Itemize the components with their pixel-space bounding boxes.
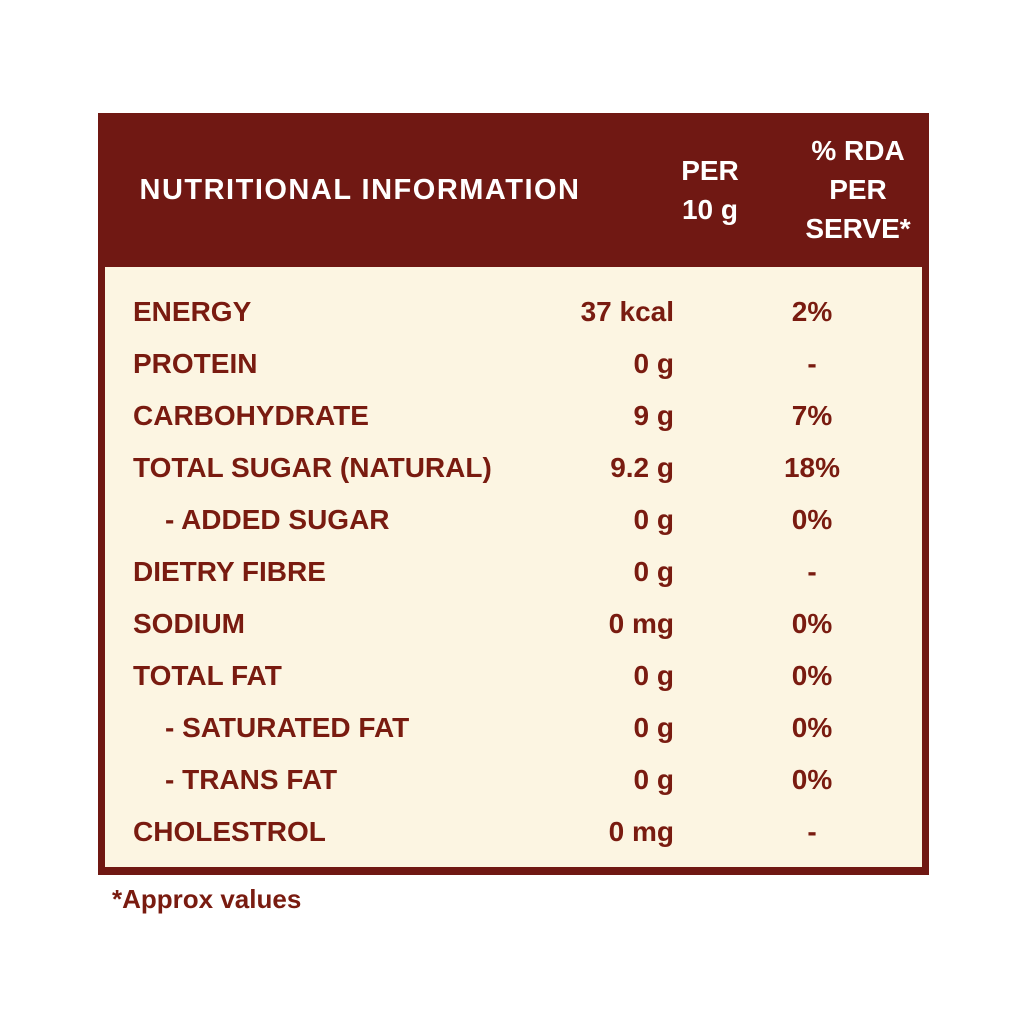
table-header: NUTRITIONAL INFORMATION PER 10 g % RDA P…	[98, 113, 929, 267]
table-row-total-fat: TOTAL FAT 0 g 0%	[105, 650, 922, 702]
row-value: 0 g	[633, 504, 674, 535]
row-value: 9.2 g	[610, 452, 674, 483]
row-value: 0 g	[633, 348, 674, 379]
row-rda: 2%	[791, 296, 833, 327]
row-label: ENERGY	[133, 296, 252, 327]
row-value: 0 g	[633, 764, 674, 795]
row-label: PROTEIN	[133, 348, 258, 379]
table-row-energy: ENERGY 37 kcal 2%	[105, 286, 922, 338]
row-rda: 0%	[791, 608, 833, 639]
row-label: DIETRY FIBRE	[133, 556, 326, 587]
row-rda: 0%	[791, 764, 833, 795]
row-label: CARBOHYDRATE	[133, 400, 369, 431]
row-label: SODIUM	[133, 608, 245, 639]
column-header-rda-per-serve: % RDA PER SERVE*	[788, 131, 928, 248]
rda-line3: SERVE*	[805, 213, 911, 244]
table-title: NUTRITIONAL INFORMATION	[139, 173, 581, 206]
row-rda: 0%	[791, 712, 833, 743]
table-row-cholestrol: CHOLESTROL 0 mg -	[105, 806, 922, 858]
row-value: 0 g	[633, 660, 674, 691]
row-value: 9 g	[633, 400, 674, 431]
row-label: - SATURATED FAT	[165, 712, 410, 743]
row-rda: 18%	[783, 452, 841, 483]
rda-line2: PER	[829, 174, 887, 205]
table-row-trans-fat: - TRANS FAT 0 g 0%	[105, 754, 922, 806]
row-rda: -	[807, 348, 817, 379]
table-row-saturated-fat: - SATURATED FAT 0 g 0%	[105, 702, 922, 754]
per-line2: 10 g	[681, 194, 739, 225]
table-row-added-sugar: - ADDED SUGAR 0 g 0%	[105, 494, 922, 546]
per-line1: PER	[681, 155, 739, 186]
table-row-protein: PROTEIN 0 g -	[105, 338, 922, 390]
footnote-approx-values: *Approx values	[112, 884, 302, 914]
row-value: 0 g	[633, 556, 674, 587]
column-header-per-10g: PER 10 g	[645, 151, 775, 229]
row-label: TOTAL SUGAR (NATURAL)	[133, 452, 492, 483]
row-rda: 0%	[791, 660, 833, 691]
table-row-total-sugar: TOTAL SUGAR (NATURAL) 9.2 g 18%	[105, 442, 922, 494]
row-label: - ADDED SUGAR	[165, 504, 390, 535]
table-row-dietry-fibre: DIETRY FIBRE 0 g -	[105, 546, 922, 598]
table-row-sodium: SODIUM 0 mg 0%	[105, 598, 922, 650]
row-value: 0 mg	[608, 816, 674, 847]
nutrition-table: NUTRITIONAL INFORMATION PER 10 g % RDA P…	[98, 113, 929, 875]
row-rda: -	[807, 556, 817, 587]
row-label: CHOLESTROL	[133, 816, 326, 847]
row-rda: 0%	[791, 504, 833, 535]
row-value: 0 mg	[608, 608, 674, 639]
table-body: ENERGY 37 kcal 2% PROTEIN 0 g - CARBOHYD…	[98, 267, 929, 875]
row-label: - TRANS FAT	[165, 764, 338, 795]
row-value: 37 kcal	[580, 296, 674, 327]
row-value: 0 g	[633, 712, 674, 743]
row-rda: -	[807, 816, 817, 847]
row-rda: 7%	[791, 400, 833, 431]
rda-line1: % RDA	[811, 135, 905, 166]
table-row-carbohydrate: CARBOHYDRATE 9 g 7%	[105, 390, 922, 442]
row-label: TOTAL FAT	[133, 660, 282, 691]
